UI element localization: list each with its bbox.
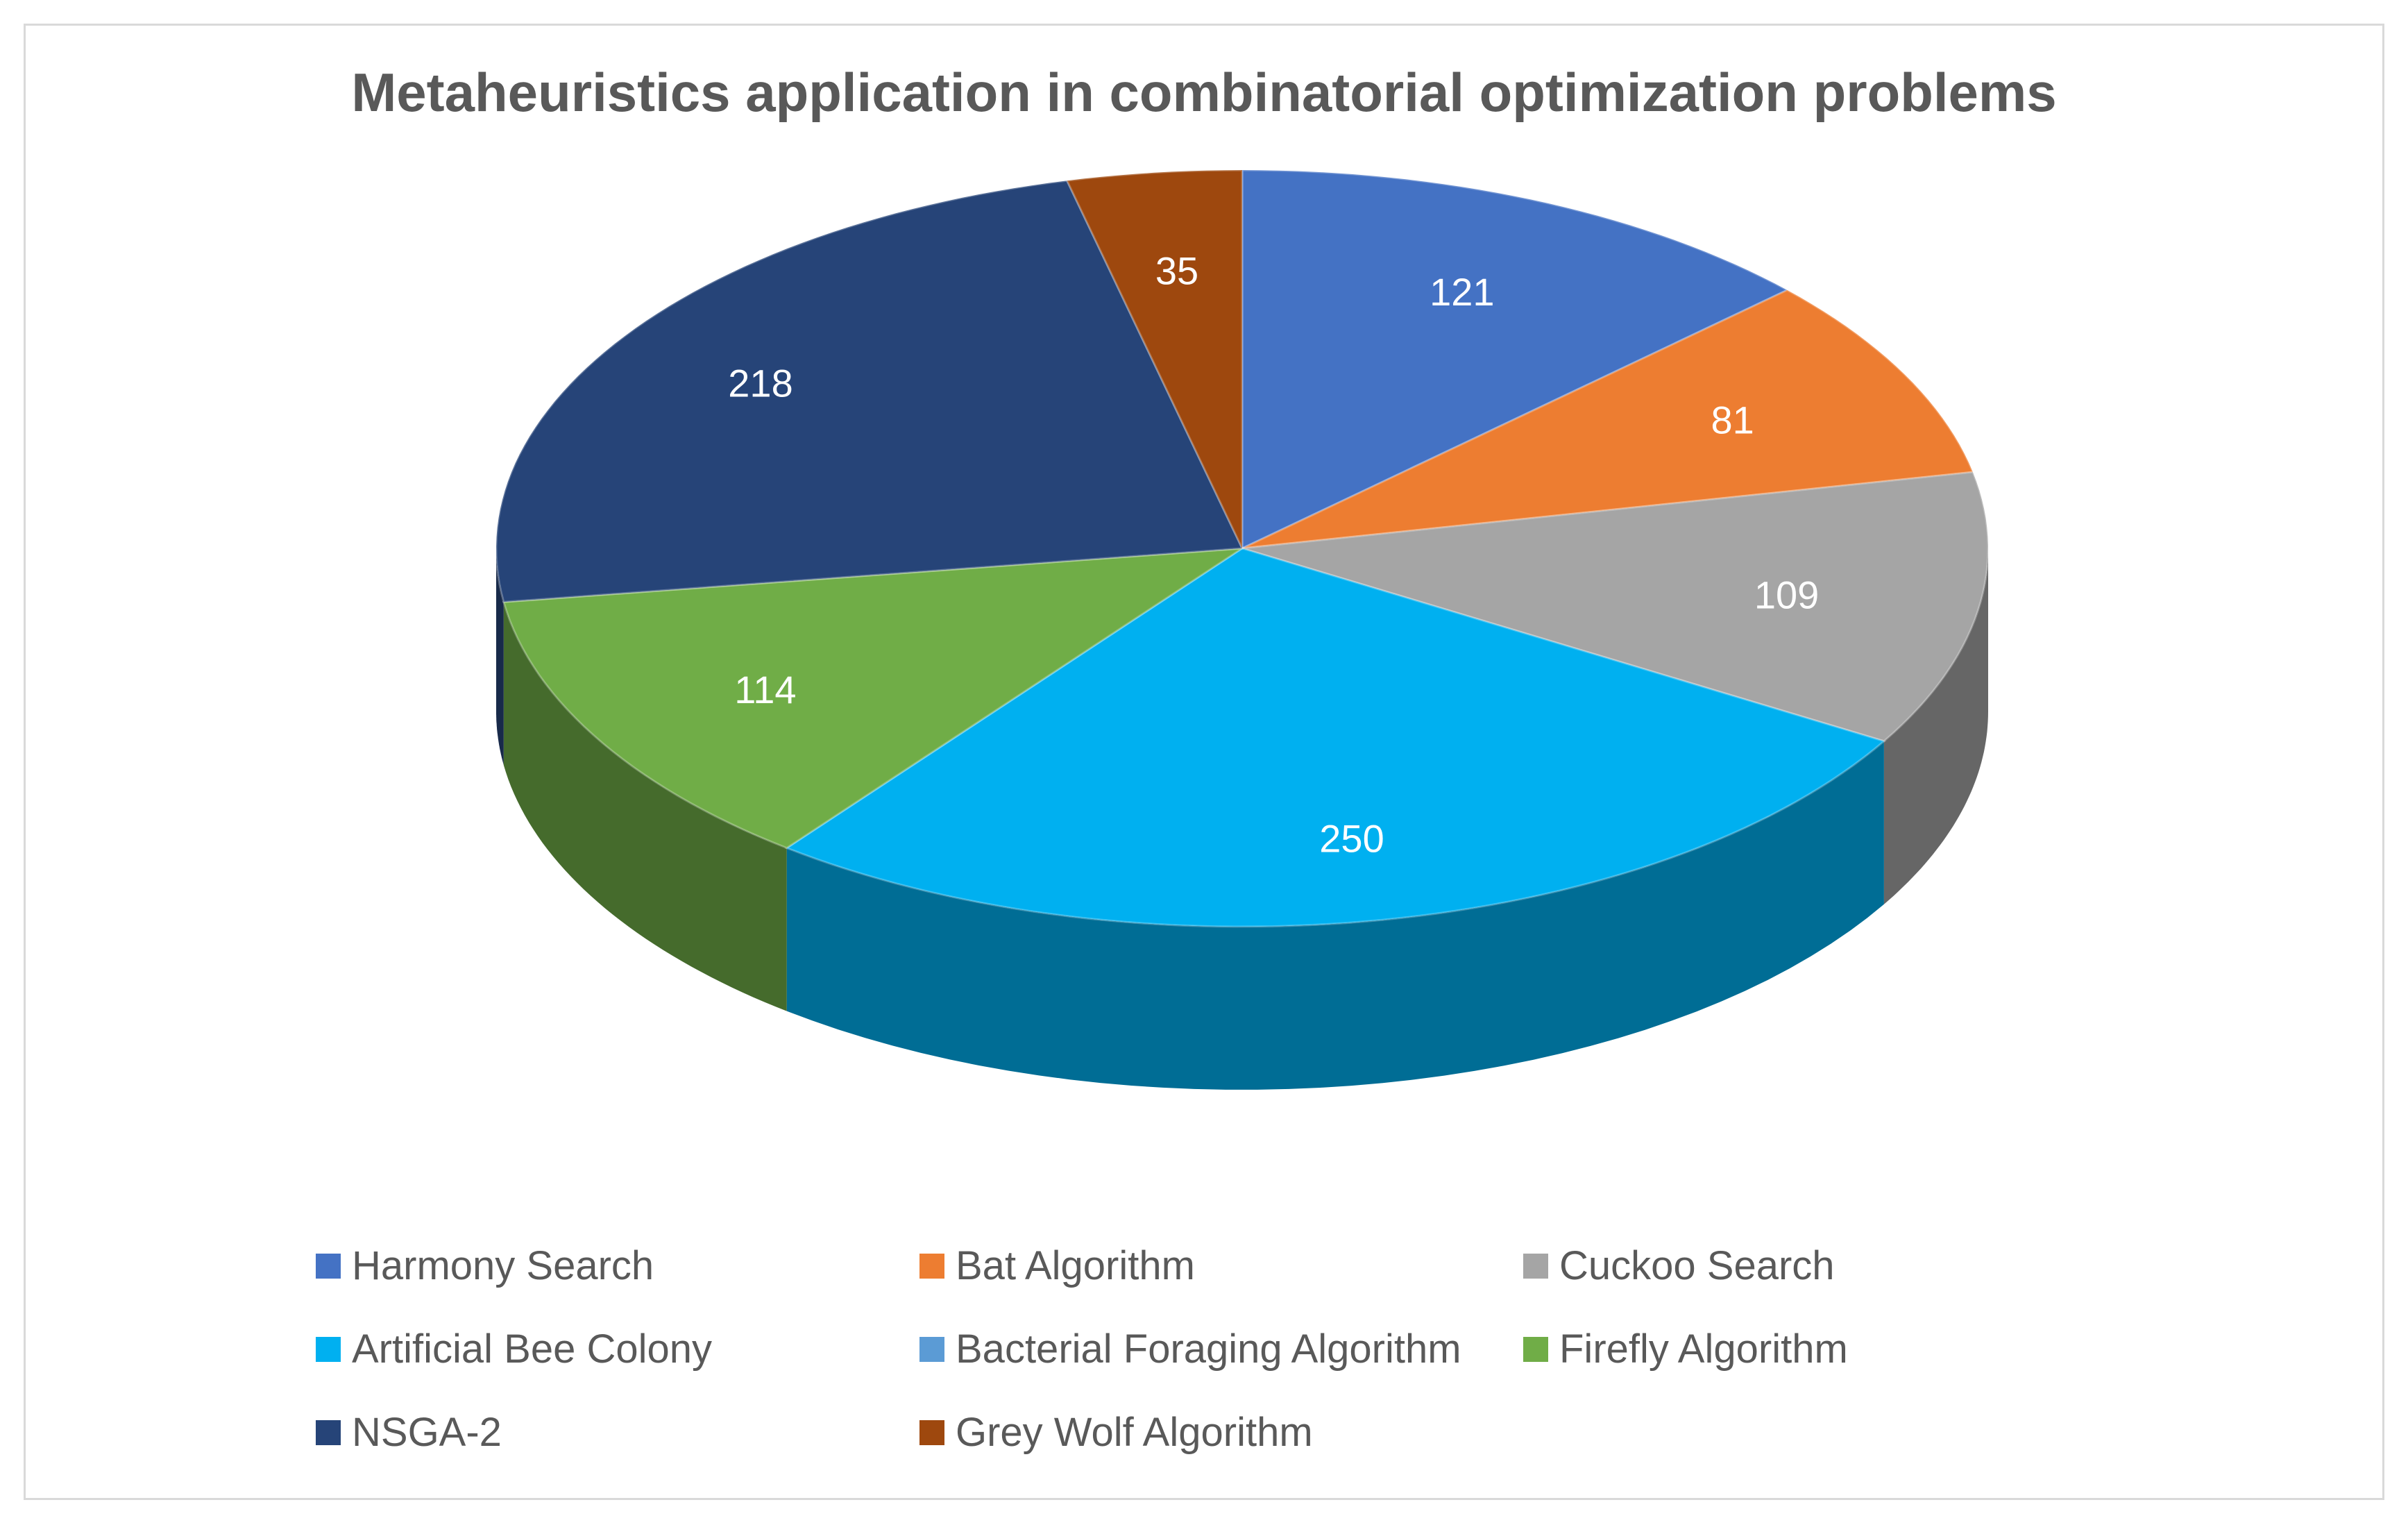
legend-label: Grey Wolf Algorithm — [956, 1410, 1313, 1455]
legend-label: Cuckoo Search — [1559, 1243, 1835, 1288]
legend-swatch — [316, 1336, 341, 1362]
pie-slice-nsga-2 — [495, 179, 1244, 603]
pie-slice-grey-wolf-algorithm — [1065, 169, 1244, 549]
legend-label: Firefly Algorithm — [1559, 1326, 1848, 1372]
pie-slice-cuckoo-search — [1241, 471, 1990, 743]
pie-slice-firefly-algorithm — [502, 547, 1246, 850]
legend-swatch — [919, 1336, 944, 1362]
legend-item-bat-algorithm: Bat Algorithm — [919, 1242, 1195, 1289]
chart-title: Metaheuristics application in combinator… — [351, 62, 2057, 123]
legend-label: NSGA-2 — [352, 1410, 502, 1455]
data-label-harmony-search: 121 — [1430, 270, 1494, 314]
pie-side-nsga-2 — [496, 548, 504, 766]
legend-item-bacterial-foraging-algorithm: Bacterial Foraging Algorithm — [919, 1326, 1461, 1372]
pie-side-firefly-algorithm — [503, 602, 787, 1011]
pie-side-artificial-bee-colony — [786, 741, 1884, 1090]
pie-slice-harmony-search — [1241, 169, 1790, 550]
legend-label: Bat Algorithm — [956, 1243, 1195, 1288]
pie-slice-artificial-bee-colony — [784, 547, 1887, 928]
legend-swatch — [316, 1419, 341, 1445]
legend-item-harmony-search: Harmony Search — [316, 1242, 654, 1289]
legend-swatch — [919, 1253, 944, 1279]
legend-label: Artificial Bee Colony — [352, 1326, 712, 1372]
data-label-artificial-bee-colony: 250 — [1319, 817, 1384, 861]
legend-item-cuckoo-search: Cuckoo Search — [1523, 1242, 1835, 1289]
legend-item-nsga-2: NSGA-2 — [316, 1409, 502, 1456]
legend-swatch — [316, 1253, 341, 1279]
legend-item-artificial-bee-colony: Artificial Bee Colony — [316, 1326, 712, 1372]
legend-swatch — [919, 1419, 944, 1445]
legend-item-firefly-algorithm: Firefly Algorithm — [1523, 1326, 1848, 1372]
legend-label: Harmony Search — [352, 1243, 654, 1288]
data-label-firefly-algorithm: 114 — [734, 668, 796, 711]
legend-swatch — [1523, 1253, 1548, 1279]
data-label-nsga-2: 218 — [728, 361, 792, 405]
data-label-grey-wolf-algorithm: 35 — [1155, 249, 1198, 293]
pie-slice-bat-algorithm — [1241, 289, 1975, 550]
data-label-cuckoo-search: 109 — [1754, 573, 1819, 617]
pie-side-cuckoo-search — [1883, 548, 1988, 904]
legend-item-grey-wolf-algorithm: Grey Wolf Algorithm — [919, 1409, 1313, 1456]
legend-swatch — [1523, 1336, 1548, 1362]
legend-label: Bacterial Foraging Algorithm — [956, 1326, 1461, 1372]
data-label-bat-algorithm: 81 — [1711, 398, 1754, 442]
